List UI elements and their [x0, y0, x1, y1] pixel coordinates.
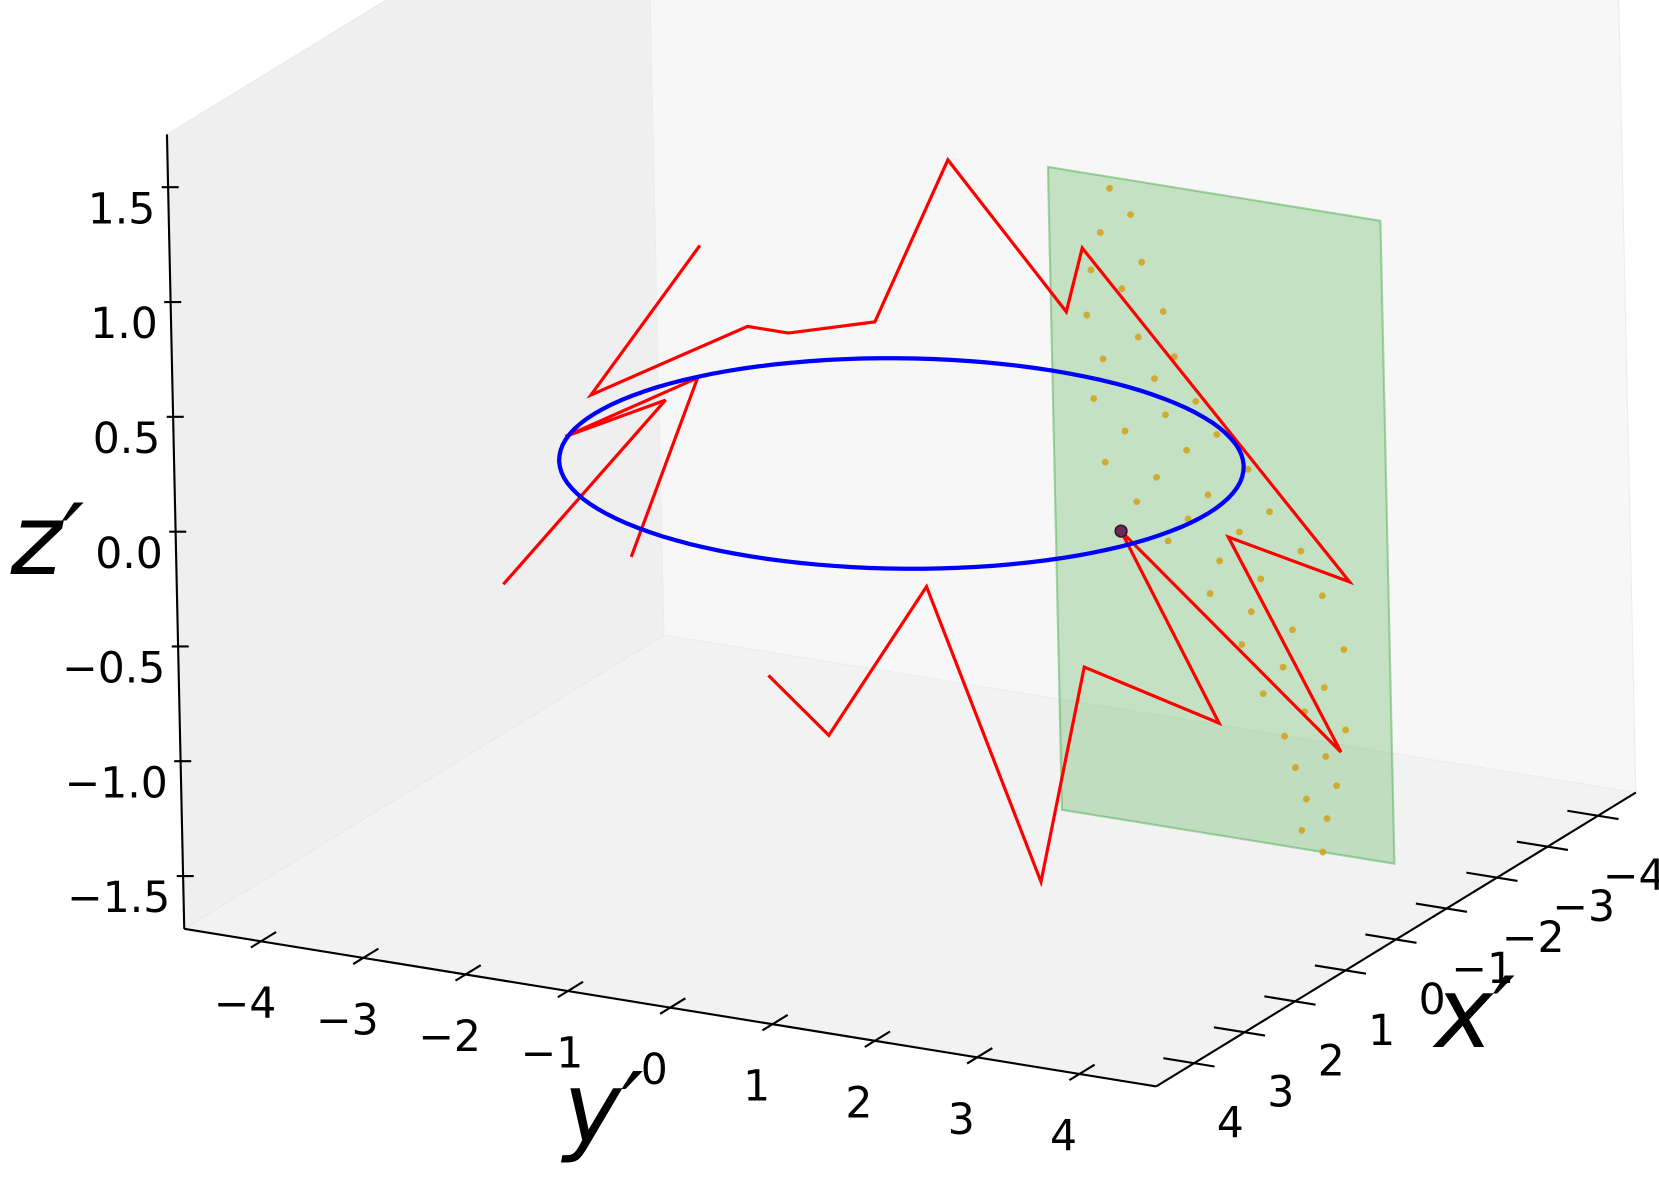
y-tick	[1068, 1063, 1096, 1082]
x-tick-label: 3	[1267, 1069, 1294, 1118]
x-tick-label: −1	[1451, 945, 1514, 994]
scatter-point	[1342, 726, 1350, 734]
scatter-point	[1216, 557, 1223, 565]
scatter-point	[1090, 395, 1098, 402]
z-tick-label: 0.0	[95, 530, 163, 579]
scatter-point	[1281, 732, 1288, 740]
z-tick-label: 0.5	[93, 415, 161, 464]
z-tick-label: −1.0	[65, 759, 168, 808]
scatter-point	[1183, 446, 1191, 454]
back-pane	[649, 0, 1637, 794]
scatter-point	[1266, 508, 1273, 516]
scatter-point	[1302, 795, 1310, 803]
z-tick-label: −0.5	[62, 645, 165, 694]
x-tick-label: −2	[1502, 914, 1565, 963]
z-tick-label: −1.5	[67, 874, 170, 923]
x-tick-label: 0	[1419, 976, 1446, 1025]
scatter-point	[1118, 285, 1126, 293]
y-tick-label: −2	[418, 1013, 481, 1062]
y-tick-label: 1	[743, 1063, 770, 1112]
x-tick-label: −3	[1552, 883, 1615, 932]
scatter-point	[1087, 266, 1095, 274]
scatter-point	[1106, 184, 1113, 192]
scatter-point	[1192, 397, 1200, 405]
scatter-point	[1320, 684, 1328, 691]
y-axis-label: y′	[560, 1053, 643, 1167]
y-tick-label: −3	[316, 996, 379, 1045]
y-tick	[250, 931, 277, 949]
scatter-point	[1238, 641, 1246, 648]
scatter-point	[1083, 311, 1091, 319]
scatter-point	[1138, 258, 1146, 266]
y-tick	[864, 1030, 891, 1048]
y-tick	[352, 947, 379, 965]
scatter-point	[1184, 515, 1192, 523]
scatter-point	[1297, 547, 1305, 555]
scatter-point	[1134, 333, 1142, 341]
scatter-point	[1127, 211, 1134, 219]
scatter-point	[1340, 646, 1348, 653]
scatter-point	[1323, 815, 1331, 822]
scatter-point	[1235, 528, 1243, 536]
x-tick	[1314, 964, 1367, 975]
x-tick-label: −4	[1603, 852, 1659, 901]
x-tick-label: 4	[1217, 1100, 1244, 1149]
scatter-point	[1247, 608, 1255, 616]
z-tick-label: 1.0	[90, 300, 158, 349]
z-axis-label: z′	[10, 484, 85, 598]
plot-area: −1.5−1.0−0.50.00.51.01.5−4−3−2−101234−4−…	[10, 0, 1659, 1167]
y-tick-label: 3	[948, 1096, 975, 1145]
circle	[557, 356, 1246, 571]
scatter-point	[1159, 308, 1167, 315]
z-tick-label: 1.5	[88, 185, 156, 234]
y-tick-label: 0	[641, 1046, 668, 1095]
x-tick	[1516, 840, 1569, 852]
x-tick	[1466, 871, 1518, 882]
y-tick-label: 4	[1050, 1112, 1077, 1161]
scatter-point	[1164, 537, 1172, 545]
scatter-point	[1213, 431, 1221, 438]
scatter-point	[1099, 355, 1107, 363]
scatter-point	[1162, 411, 1169, 419]
y-tick-label: −4	[214, 980, 277, 1029]
y-tick-label: −1	[521, 1030, 584, 1079]
x-axis-label: x′	[1432, 957, 1515, 1071]
y-tick	[454, 964, 482, 982]
scatter-point	[1153, 473, 1161, 481]
x-tick	[1567, 809, 1619, 821]
scatter-point	[1257, 575, 1265, 583]
scatter-point	[1292, 764, 1299, 771]
x-tick	[1213, 1026, 1266, 1037]
y-tick	[557, 980, 584, 999]
scatter-point	[1319, 848, 1327, 856]
scatter-point	[1333, 782, 1341, 790]
y-tick-label: 2	[845, 1079, 872, 1128]
scatter-point	[1244, 465, 1252, 473]
scatter-point	[1289, 626, 1296, 634]
scatter-point	[1096, 229, 1104, 236]
scatter-point	[1133, 498, 1141, 506]
scatter-point	[1204, 491, 1212, 499]
scatter-point	[1206, 590, 1214, 597]
scatter-point	[1259, 690, 1267, 698]
scatter-point	[1101, 458, 1109, 466]
scatter-point	[1151, 375, 1158, 383]
y-tick	[966, 1047, 993, 1065]
x-tick	[1365, 933, 1417, 944]
x-tick-label: 1	[1368, 1007, 1395, 1056]
scatter-point	[1121, 427, 1129, 435]
x-tick	[1264, 995, 1316, 1006]
y-tick	[659, 997, 686, 1015]
scatter-point	[1318, 592, 1326, 600]
scatter-point	[1298, 826, 1306, 834]
y-tick	[761, 1014, 789, 1032]
scatter-point	[1322, 753, 1330, 760]
x-tick	[1163, 1057, 1215, 1068]
x-tick	[1415, 902, 1468, 913]
x-tick-label: 2	[1318, 1038, 1345, 1087]
marker-point	[1114, 524, 1128, 538]
scatter-point	[1279, 663, 1287, 671]
